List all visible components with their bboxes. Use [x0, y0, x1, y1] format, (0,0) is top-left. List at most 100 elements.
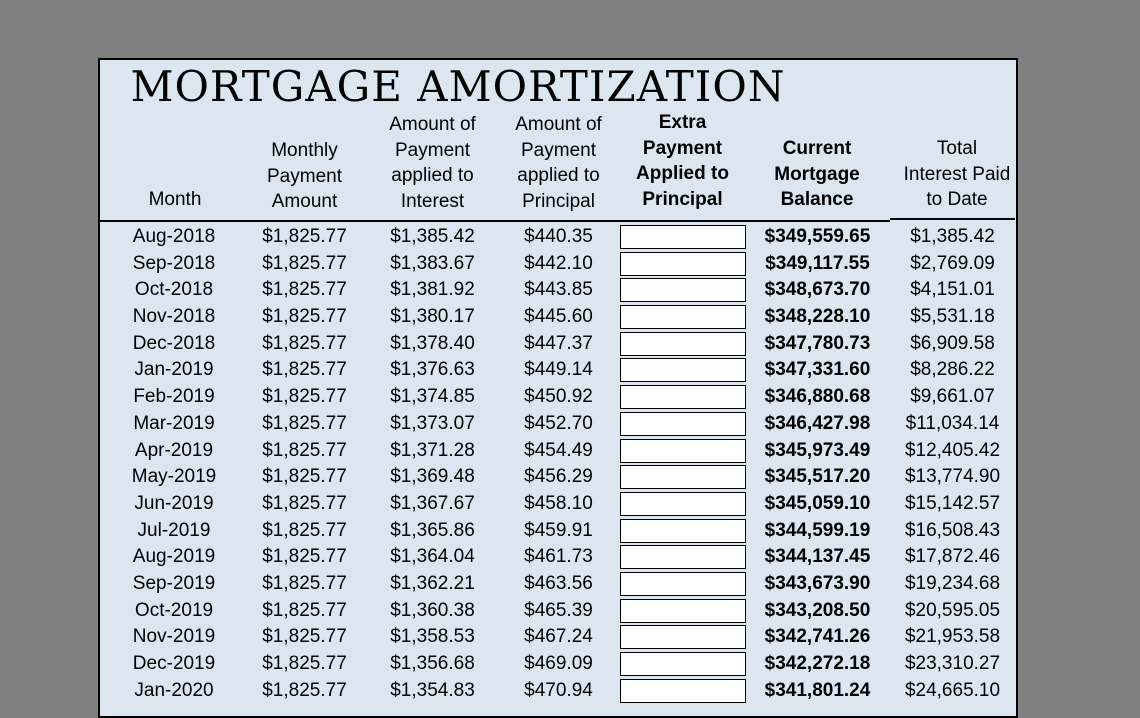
- extra-payment-input[interactable]: [620, 225, 746, 249]
- table-row: Mar-2019 $1,825.77 $1,373.07 $452.70 $346,42…: [100, 411, 1016, 438]
- month-cell: Dec-2018: [132, 332, 216, 354]
- month-cell: Oct-2018: [134, 279, 214, 301]
- principal-cell: $456.29: [524, 466, 593, 488]
- interest-cell: $1,371.28: [390, 439, 475, 461]
- interest-cell: $1,362.21: [390, 572, 475, 594]
- extra-payment-input[interactable]: [620, 491, 746, 516]
- table-row: Dec-2018 $1,825.77 $1,378.40 $447.37 $347,78…: [100, 331, 1016, 358]
- header-balance: Current Mortgage Balance: [774, 138, 860, 210]
- balance-cell: $346,427.98: [764, 412, 871, 434]
- extra-payment-input[interactable]: [620, 571, 746, 596]
- table-row: Nov-2019 $1,825.77 $1,358.53 $467.24 $342,74…: [100, 624, 1016, 651]
- total-interest-cell: $23,310.27: [904, 653, 1001, 674]
- payment-cell: $1,825.77: [262, 653, 347, 674]
- interest-cell: $1,358.53: [390, 626, 475, 648]
- table-row: Aug-2018 $1,825.77 $1,385.42 $440.35 $349,55…: [100, 224, 1016, 251]
- total-interest-cell: $9,661.07: [910, 386, 995, 408]
- principal-cell: $469.09: [524, 653, 593, 674]
- payment-cell: $1,825.77: [262, 572, 347, 594]
- principal-cell: $463.56: [524, 572, 593, 594]
- extra-payment-input[interactable]: [620, 385, 746, 410]
- header-divider-total: [890, 218, 1015, 220]
- principal-cell: $445.60: [524, 306, 593, 328]
- total-interest-cell: $13,774.90: [904, 466, 1001, 488]
- interest-cell: $1,378.40: [390, 332, 475, 354]
- month-cell: Dec-2019: [132, 653, 216, 674]
- table-row: Jun-2019 $1,825.77 $1,367.67 $458.10 $345,05…: [100, 491, 1016, 518]
- payment-cell: $1,825.77: [262, 332, 347, 354]
- extra-payment-input[interactable]: [620, 625, 746, 650]
- interest-cell: $1,369.48: [390, 466, 475, 488]
- table-row: Nov-2018 $1,825.77 $1,380.17 $445.60 $348,22…: [100, 304, 1016, 331]
- interest-cell: $1,376.63: [390, 359, 475, 381]
- extra-payment-input[interactable]: [620, 358, 746, 383]
- extra-payment-input[interactable]: [620, 331, 746, 356]
- month-cell: Feb-2019: [133, 386, 215, 408]
- table-row: Jan-2020 $1,825.77 $1,354.83 $470.94 $341,80…: [100, 678, 1016, 705]
- balance-cell: $345,517.20: [764, 466, 871, 488]
- extra-payment-input[interactable]: [620, 411, 746, 436]
- extra-payment-input[interactable]: [620, 278, 746, 303]
- total-interest-cell: $1,385.42: [910, 226, 995, 247]
- principal-cell: $443.85: [524, 279, 593, 301]
- month-cell: Nov-2019: [132, 626, 216, 648]
- extra-payment-input[interactable]: [620, 598, 746, 623]
- payment-cell: $1,825.77: [262, 386, 347, 408]
- balance-cell: $343,208.50: [764, 599, 871, 621]
- extra-payment-input[interactable]: [620, 545, 746, 570]
- extra-payment-input[interactable]: [620, 305, 746, 330]
- payment-cell: $1,825.77: [262, 226, 347, 247]
- payment-cell: $1,825.77: [262, 519, 347, 541]
- balance-cell: $348,673.70: [764, 279, 871, 301]
- table-row: Sep-2019 $1,825.77 $1,362.21 $463.56 $343,67…: [100, 571, 1016, 598]
- table-row: Jan-2019 $1,825.77 $1,376.63 $449.14 $347,33…: [100, 357, 1016, 384]
- extra-payment-input[interactable]: [620, 518, 746, 543]
- month-cell: Aug-2018: [132, 226, 216, 247]
- interest-cell: $1,381.92: [390, 279, 475, 301]
- table-row: May-2019 $1,825.77 $1,369.48 $456.29 $345,51…: [100, 464, 1016, 491]
- table-row: Dec-2019 $1,825.77 $1,356.68 $469.09 $342,27…: [100, 651, 1016, 678]
- month-cell: May-2019: [131, 466, 217, 488]
- principal-cell: $447.37: [524, 332, 593, 354]
- total-interest-cell: $6,909.58: [910, 332, 995, 354]
- principal-cell: $452.70: [524, 412, 593, 434]
- interest-cell: $1,385.42: [390, 226, 475, 247]
- month-cell: Mar-2019: [133, 412, 215, 434]
- extra-payment-input[interactable]: [620, 251, 746, 276]
- balance-cell: $346,880.68: [764, 386, 871, 408]
- header-interest: Amount of Payment applied to Interest: [389, 114, 476, 212]
- balance-cell: $344,599.19: [764, 519, 871, 541]
- interest-cell: $1,380.17: [390, 306, 475, 328]
- total-interest-cell: $21,953.58: [904, 626, 1001, 648]
- total-interest-cell: $19,234.68: [904, 572, 1001, 594]
- interest-cell: $1,365.86: [390, 519, 475, 541]
- month-cell: Sep-2018: [132, 252, 216, 274]
- header-divider: [100, 220, 890, 222]
- total-interest-cell: $20,595.05: [904, 599, 1001, 621]
- payment-cell: $1,825.77: [262, 252, 347, 274]
- extra-payment-input[interactable]: [620, 438, 746, 463]
- balance-cell: $344,137.45: [764, 546, 871, 568]
- month-cell: Jul-2019: [137, 519, 211, 541]
- extra-payment-input[interactable]: [620, 678, 746, 703]
- payment-cell: $1,825.77: [262, 466, 347, 488]
- total-interest-cell: $17,872.46: [904, 546, 1001, 568]
- total-interest-cell: $12,405.42: [904, 439, 1001, 461]
- sheet-title: MORTGAGE AMORTIZATION: [130, 62, 786, 111]
- payment-cell: $1,825.77: [262, 679, 347, 701]
- balance-cell: $349,559.65: [764, 226, 871, 247]
- principal-cell: $465.39: [524, 599, 593, 621]
- total-interest-cell: $4,151.01: [910, 279, 995, 301]
- balance-cell: $348,228.10: [764, 306, 871, 328]
- extra-payment-input[interactable]: [620, 465, 746, 490]
- header-monthly-payment: Monthly Payment Amount: [267, 140, 342, 212]
- balance-cell: $342,741.26: [764, 626, 871, 648]
- table-row: Sep-2018 $1,825.77 $1,383.67 $442.10 $349,11…: [100, 251, 1016, 278]
- payment-cell: $1,825.77: [262, 546, 347, 568]
- payment-cell: $1,825.77: [262, 492, 347, 514]
- payment-cell: $1,825.77: [262, 626, 347, 648]
- extra-payment-input[interactable]: [620, 652, 746, 676]
- total-interest-cell: $8,286.22: [910, 359, 995, 381]
- total-interest-cell: $16,508.43: [904, 519, 1001, 541]
- interest-cell: $1,367.67: [390, 492, 475, 514]
